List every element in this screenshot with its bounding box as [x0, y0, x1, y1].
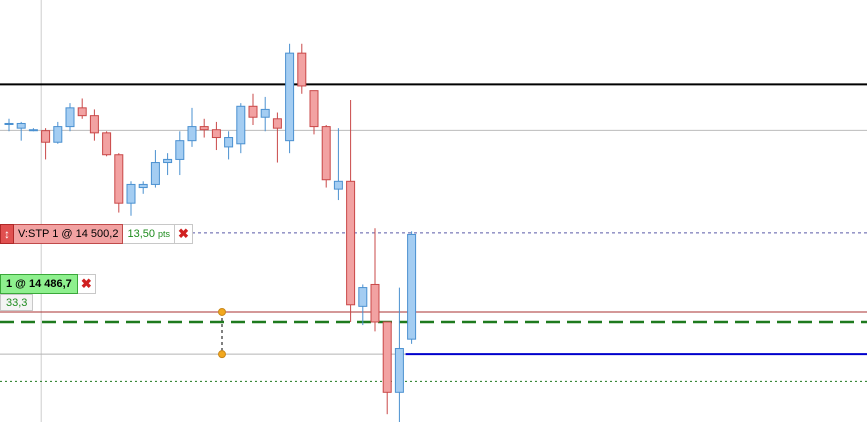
candle: [272, 112, 282, 163]
candle: [248, 93, 258, 126]
candle: [321, 125, 331, 188]
candle-body: [199, 126, 209, 131]
candle-body: [102, 132, 112, 156]
candle: [333, 128, 343, 201]
candle: [211, 121, 221, 151]
candle: [175, 131, 185, 176]
candle-body: [4, 122, 14, 125]
candle-body: [260, 108, 270, 118]
candle: [297, 43, 307, 94]
candle: [163, 153, 173, 176]
candle-body: [272, 118, 282, 129]
connector-handle-bottom: [218, 350, 226, 359]
candle-body: [150, 162, 160, 185]
stop-order-tag: ↕ V:STP 1 @ 14 500,2 13,50 pts ✖: [0, 224, 193, 244]
candle: [382, 321, 392, 415]
candle-body: [358, 287, 368, 307]
candle-body: [224, 137, 234, 148]
candle-body: [16, 122, 26, 129]
candle-body: [89, 115, 99, 134]
candle-body: [346, 180, 356, 306]
candle: [199, 118, 209, 138]
candle: [126, 181, 136, 216]
connector-handle-top: [218, 307, 226, 316]
candle-body: [236, 105, 246, 145]
candle-body: [187, 126, 197, 142]
candle: [236, 103, 246, 154]
candle: [138, 181, 148, 194]
candle: [41, 128, 51, 160]
candle: [394, 287, 404, 422]
candle-body: [65, 107, 75, 128]
candle: [102, 131, 112, 157]
stop-points-value: 13,50: [127, 228, 155, 240]
cancel-stop-close-icon[interactable]: ✖: [175, 224, 193, 244]
candle-body: [297, 52, 307, 87]
candle: [358, 284, 368, 326]
drag-handle-icon[interactable]: ↕: [0, 224, 14, 244]
candle-body: [28, 129, 38, 132]
candle: [150, 150, 160, 188]
candle-body: [248, 105, 258, 118]
candle: [187, 107, 197, 147]
candle: [77, 98, 87, 119]
candle-body: [370, 283, 380, 323]
candle: [65, 103, 75, 132]
candle-body: [382, 321, 392, 393]
candle-body: [53, 126, 63, 143]
candle: [4, 118, 14, 132]
close-position-close-icon[interactable]: ✖: [77, 274, 96, 294]
candle: [370, 228, 380, 332]
candle: [28, 128, 38, 132]
position-label[interactable]: 1 @ 14 486,7: [0, 274, 78, 294]
candle: [285, 43, 295, 154]
order-overlay: [218, 307, 226, 359]
candle: [114, 153, 124, 213]
candle-body: [394, 348, 404, 393]
candle-body: [309, 90, 319, 128]
candle: [16, 121, 26, 141]
position-tag: 1 @ 14 486,7 ✖: [0, 274, 96, 294]
candle: [89, 109, 99, 141]
position-pnl: 33,3: [0, 294, 34, 311]
candle-body: [77, 107, 87, 117]
candle: [224, 131, 234, 160]
stop-points-unit: pts: [157, 229, 170, 239]
candle-body: [407, 233, 417, 340]
candle: [407, 231, 417, 344]
candle-body: [211, 129, 221, 139]
candle-body: [126, 183, 136, 204]
candle-body: [321, 126, 331, 181]
candle-body: [175, 140, 185, 160]
candle-body: [114, 154, 124, 204]
candle: [346, 100, 356, 322]
candle: [260, 96, 270, 132]
candle: [53, 121, 63, 144]
candle-body: [41, 130, 51, 143]
candle: [309, 90, 319, 135]
stop-order-label[interactable]: V:STP 1 @ 14 500,2: [14, 224, 124, 244]
candle-body: [333, 180, 343, 190]
candle-body: [285, 52, 295, 142]
candle-body: [138, 183, 148, 189]
stop-order-points: 13,50 pts: [123, 224, 175, 244]
candle-body: [163, 158, 173, 164]
candles: [4, 43, 417, 422]
